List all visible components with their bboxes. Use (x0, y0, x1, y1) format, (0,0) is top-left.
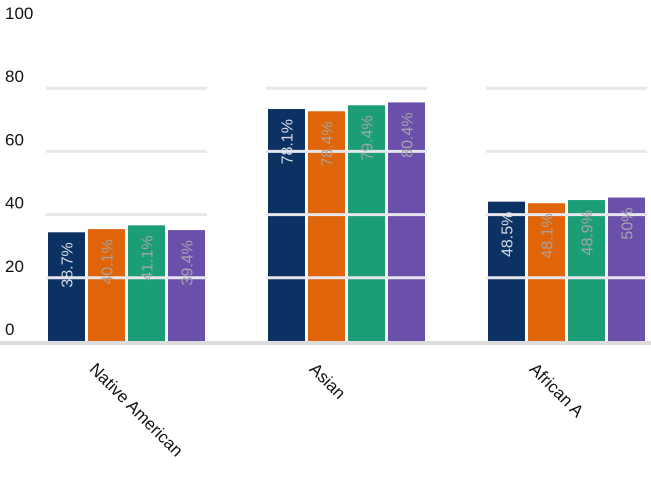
x-axis-baseline (0, 341, 651, 345)
bar (488, 201, 525, 341)
data-label: 78.1% (280, 119, 297, 164)
bar (528, 203, 565, 341)
data-label: 38.7% (60, 242, 77, 287)
y-tick-label: 40 (5, 194, 24, 213)
data-label: 50% (620, 208, 637, 240)
bar (168, 230, 205, 341)
data-label: 80.4% (400, 112, 417, 157)
y-tick-label: 60 (5, 130, 24, 149)
data-label: 40.1% (100, 239, 117, 284)
y-tick-label: 0 (5, 320, 14, 339)
data-label: 39.4% (180, 240, 197, 285)
x-category-label: Asian (306, 359, 350, 403)
x-category-label: African A (526, 359, 588, 421)
bar (388, 102, 425, 341)
bar (48, 232, 85, 341)
bar (568, 200, 605, 341)
data-label: 48.5% (500, 212, 517, 257)
x-category-label: Native American (86, 359, 187, 460)
gridlines (46, 86, 647, 280)
bar (348, 105, 385, 341)
bar (308, 111, 345, 341)
y-tick-label: 100 (5, 4, 33, 23)
data-label: 79.4% (360, 115, 377, 160)
data-label: 78.4% (320, 121, 337, 166)
x-axis-categories: Native American Asian African A (86, 359, 588, 460)
bar (128, 225, 165, 341)
bar (608, 197, 645, 341)
bar-data-labels: 38.7% 78.1% 48.5% 40.1% 78.4% 48.1% 41.1% 79.4%… (60, 112, 637, 287)
data-label: 48.1% (540, 213, 557, 258)
y-tick-label: 80 (5, 67, 24, 86)
data-label: 41.1% (140, 235, 157, 280)
bar (268, 109, 305, 341)
data-label: 48.9% (580, 210, 597, 255)
y-tick-label: 20 (5, 257, 24, 276)
y-axis-ticks: 0 20 40 60 80 100 (5, 4, 33, 339)
bars (48, 102, 645, 341)
bar (88, 229, 125, 341)
